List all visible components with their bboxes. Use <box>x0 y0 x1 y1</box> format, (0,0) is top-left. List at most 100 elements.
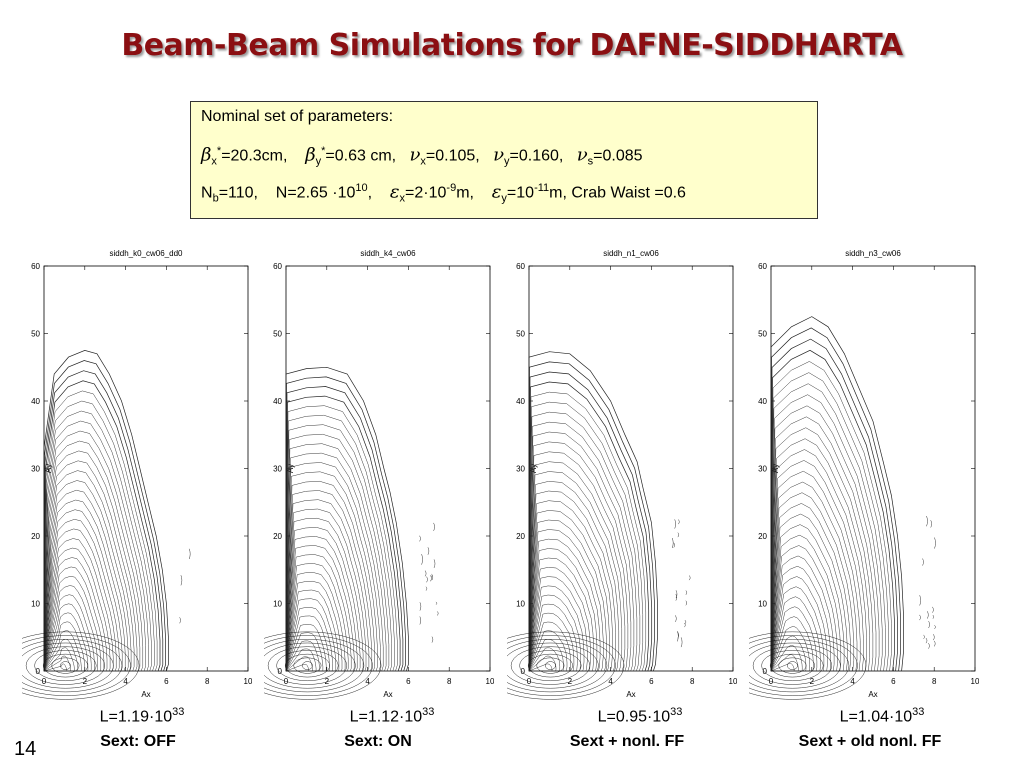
y-tick-label: 20 <box>758 532 767 541</box>
contour-line <box>43 603 92 672</box>
plot-title: siddh_n1_cw06 <box>603 249 659 258</box>
halo-fragment <box>431 636 434 643</box>
core-contour <box>264 635 373 696</box>
contour-line <box>528 401 644 672</box>
halo-fragment <box>674 519 676 529</box>
contour-line <box>528 655 557 672</box>
halo-fragment <box>673 542 675 548</box>
halo-fragment <box>933 640 936 647</box>
contour-line <box>528 510 610 672</box>
core-contour <box>267 646 348 685</box>
core-contour <box>749 642 841 689</box>
contour-line <box>285 471 378 672</box>
contour-line <box>285 433 390 672</box>
contour-line <box>43 420 149 672</box>
halo-fragment <box>421 554 423 565</box>
luminosity-3: L=0.95·1033 <box>597 706 683 726</box>
contour-line <box>285 572 346 672</box>
x-tick-label: 4 <box>850 677 855 686</box>
contour-line <box>43 410 152 672</box>
halo-fragment <box>419 616 422 625</box>
contour-line <box>770 427 874 672</box>
contour-line <box>528 490 616 672</box>
x-tick-label: 2 <box>810 677 815 686</box>
halo-fragment <box>671 537 674 549</box>
y-tick-label: 30 <box>273 465 282 474</box>
plot-title: siddh_k4_cw06 <box>360 249 416 258</box>
core-contour <box>545 661 556 670</box>
halo-fragment <box>425 586 428 591</box>
contour-line <box>285 490 373 672</box>
halo-fragment <box>435 601 438 605</box>
halo-fragment <box>934 537 936 549</box>
contour-line <box>528 461 626 672</box>
y-tick-label: 50 <box>273 330 282 339</box>
contour-line <box>770 576 828 672</box>
halo-fragment <box>180 575 183 586</box>
y-tick-label: 40 <box>758 397 767 406</box>
core-contour <box>264 639 365 693</box>
core-contour <box>536 657 565 674</box>
core-contour <box>22 642 114 689</box>
contour-line <box>43 509 123 672</box>
contour-line <box>528 630 568 672</box>
y-tick-label: 30 <box>758 465 767 474</box>
contour-line <box>528 441 632 672</box>
contour-line <box>285 517 364 672</box>
halo-fragment <box>675 615 677 623</box>
crab-waist-value: m, Crab Waist =0.6 <box>549 184 686 202</box>
contour-line <box>770 596 821 672</box>
halo-fragment <box>677 631 679 642</box>
contour-line <box>770 361 892 672</box>
contour-line <box>285 632 324 672</box>
x-tick-label: 4 <box>608 677 613 686</box>
parameters-heading: Nominal set of parameters: <box>201 108 394 125</box>
slide-title: Beam-Beam Simulations for DAFNE-SIDDHART… <box>121 28 903 63</box>
y-tick-label: 60 <box>31 262 40 271</box>
halo-fragment <box>188 548 191 560</box>
halo-fragment <box>919 595 921 606</box>
n-value: N=2.65 ·10 <box>275 184 356 202</box>
contour-line <box>43 621 85 672</box>
contour-line <box>528 519 607 672</box>
contour-line <box>285 480 375 672</box>
contour-line <box>770 606 818 672</box>
y-tick-label: 40 <box>273 397 282 406</box>
halo-fragment <box>678 519 680 525</box>
luminosity-1: L=1.19·1033 <box>99 706 185 726</box>
contour-line <box>43 612 89 672</box>
x-tick-label: 6 <box>649 677 654 686</box>
core-contour <box>42 653 88 678</box>
contour-line <box>528 663 553 672</box>
halo-fragment <box>419 602 422 611</box>
contour-line <box>528 567 591 672</box>
y-tick-label: 10 <box>31 600 40 609</box>
y-tick-label: 10 <box>273 600 282 609</box>
contour-line <box>770 626 810 672</box>
nb-value: =110, <box>218 184 258 202</box>
core-contour <box>787 661 798 670</box>
contour-line <box>770 372 889 672</box>
y-tick-label: 60 <box>273 262 282 271</box>
x-axis-label: Ax <box>626 690 635 699</box>
halo-fragment <box>928 642 930 649</box>
contour-line <box>770 416 877 672</box>
halo-fragment <box>424 570 427 577</box>
contour-line <box>285 386 404 672</box>
plot-frame <box>770 265 976 672</box>
x-tick-label: 8 <box>932 677 937 686</box>
x-tick-label: 10 <box>244 677 252 686</box>
config-label-1: Sext: OFF <box>100 733 176 750</box>
luminosity-2: L=1.12·1033 <box>349 706 435 726</box>
contour-line <box>770 513 848 672</box>
y-tick-label: 50 <box>31 330 40 339</box>
contour-line <box>770 654 799 672</box>
plot-title: siddh_k0_cw06_dd0 <box>110 249 183 258</box>
contour-line <box>43 630 82 672</box>
config-label-2: Sext: ON <box>344 733 412 750</box>
x-tick-label: 8 <box>690 677 695 686</box>
